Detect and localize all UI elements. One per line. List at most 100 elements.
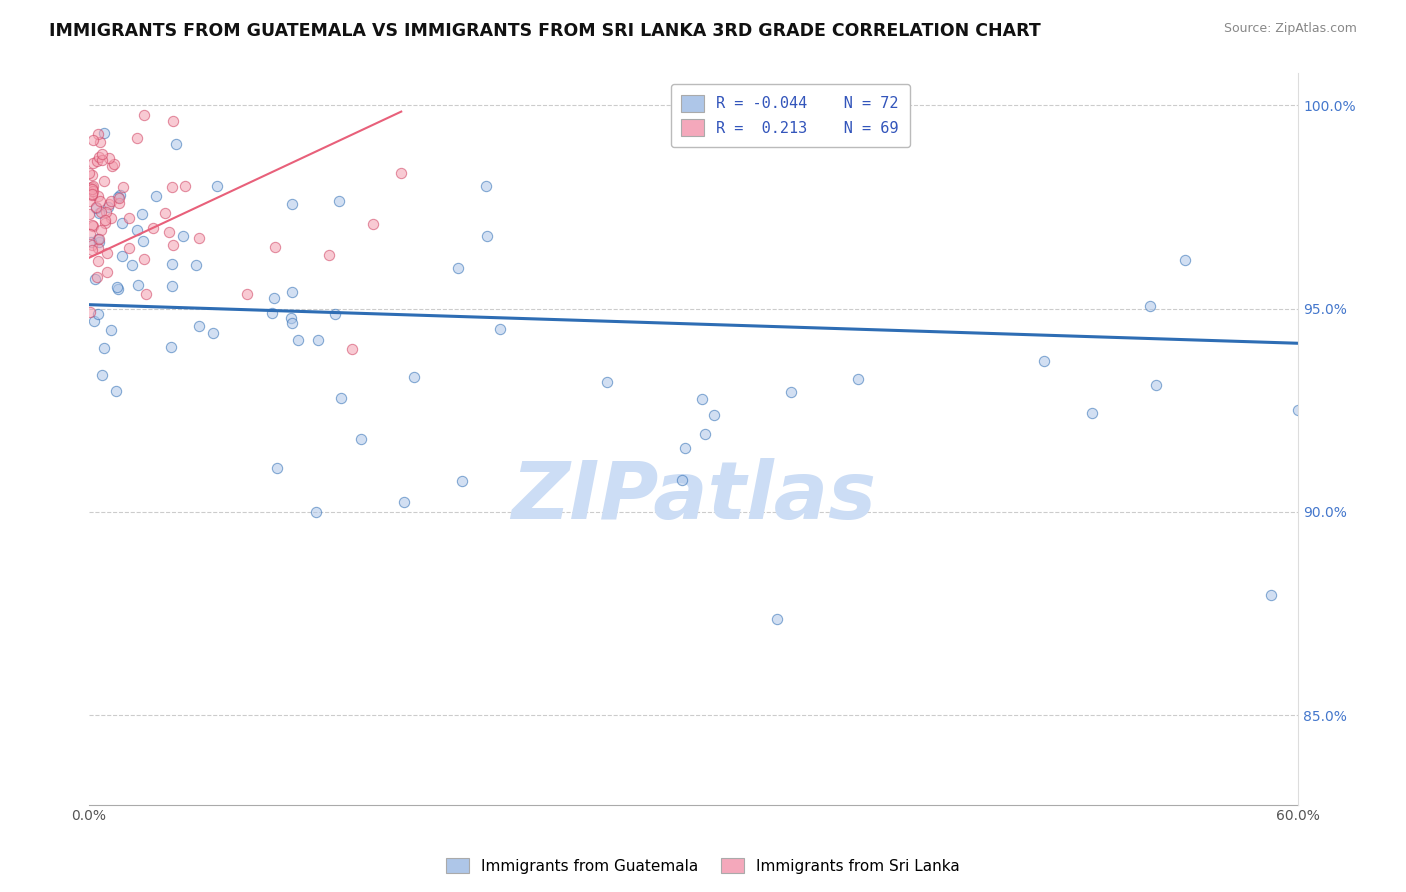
Point xyxy=(79,166,101,180)
Point xyxy=(162,257,184,271)
Point xyxy=(329,391,352,405)
Point xyxy=(236,287,259,301)
Point xyxy=(392,495,415,509)
Point xyxy=(172,228,194,243)
Point xyxy=(90,147,112,161)
Point xyxy=(96,245,118,260)
Point xyxy=(447,260,470,275)
Point xyxy=(1146,378,1168,392)
Point xyxy=(121,258,143,272)
Point xyxy=(82,184,104,198)
Point xyxy=(98,151,121,165)
Point xyxy=(132,108,155,122)
Point xyxy=(307,333,329,347)
Point xyxy=(350,432,373,446)
Point xyxy=(451,474,474,488)
Point xyxy=(323,308,346,322)
Point xyxy=(87,235,110,249)
Point xyxy=(97,201,120,215)
Point xyxy=(90,153,112,167)
Legend: R = -0.044    N = 72, R =  0.213    N = 69: R = -0.044 N = 72, R = 0.213 N = 69 xyxy=(671,84,910,146)
Point xyxy=(96,265,118,279)
Point xyxy=(82,133,104,147)
Point xyxy=(89,194,111,209)
Point xyxy=(281,196,304,211)
Point xyxy=(82,187,104,202)
Point xyxy=(160,279,183,293)
Point xyxy=(131,207,153,221)
Point xyxy=(266,461,288,475)
Point xyxy=(80,188,103,202)
Point xyxy=(89,232,111,246)
Point xyxy=(105,280,128,294)
Point xyxy=(281,316,304,330)
Point xyxy=(318,248,340,262)
Point xyxy=(94,213,117,227)
Point xyxy=(205,178,228,193)
Point xyxy=(779,384,801,399)
Point xyxy=(1286,402,1309,417)
Point xyxy=(111,179,134,194)
Legend: Immigrants from Guatemala, Immigrants from Sri Lanka: Immigrants from Guatemala, Immigrants fr… xyxy=(440,852,966,880)
Point xyxy=(103,157,125,171)
Point xyxy=(98,197,121,211)
Point xyxy=(157,225,180,239)
Point xyxy=(361,217,384,231)
Point xyxy=(82,219,104,233)
Point xyxy=(475,229,498,244)
Point xyxy=(104,384,127,398)
Point xyxy=(340,343,363,357)
Point xyxy=(91,368,114,383)
Point xyxy=(80,168,103,182)
Point xyxy=(474,179,496,194)
Point xyxy=(135,287,157,301)
Point xyxy=(84,200,107,214)
Point xyxy=(134,252,156,267)
Point xyxy=(80,179,103,194)
Point xyxy=(162,180,184,194)
Point xyxy=(83,272,105,286)
Point xyxy=(389,165,412,179)
Point xyxy=(766,612,789,626)
Point xyxy=(281,285,304,299)
Point xyxy=(87,307,110,321)
Point xyxy=(159,340,181,354)
Point xyxy=(100,211,122,225)
Point xyxy=(117,211,139,225)
Point xyxy=(93,216,115,230)
Point xyxy=(89,135,111,149)
Point xyxy=(93,174,115,188)
Point xyxy=(110,250,132,264)
Point xyxy=(165,137,187,152)
Point xyxy=(100,159,122,173)
Text: ZIPatlas: ZIPatlas xyxy=(510,458,876,536)
Point xyxy=(100,194,122,208)
Point xyxy=(186,258,208,272)
Point xyxy=(280,311,302,326)
Point xyxy=(82,179,104,194)
Point xyxy=(80,181,103,195)
Point xyxy=(162,238,184,252)
Point xyxy=(108,187,131,202)
Point xyxy=(87,241,110,255)
Point xyxy=(673,442,696,456)
Point xyxy=(671,473,693,487)
Point xyxy=(79,305,101,319)
Text: Source: ZipAtlas.com: Source: ZipAtlas.com xyxy=(1223,22,1357,36)
Point xyxy=(118,241,141,255)
Point xyxy=(1174,253,1197,268)
Point xyxy=(693,426,716,441)
Point xyxy=(80,235,103,249)
Point xyxy=(1260,588,1282,602)
Point xyxy=(87,150,110,164)
Point xyxy=(90,204,112,219)
Point xyxy=(703,409,725,423)
Point xyxy=(262,306,284,320)
Point xyxy=(107,282,129,296)
Point xyxy=(1080,407,1102,421)
Point xyxy=(107,189,129,203)
Point xyxy=(84,202,107,216)
Point xyxy=(1139,299,1161,313)
Point xyxy=(87,127,110,141)
Point xyxy=(846,372,869,386)
